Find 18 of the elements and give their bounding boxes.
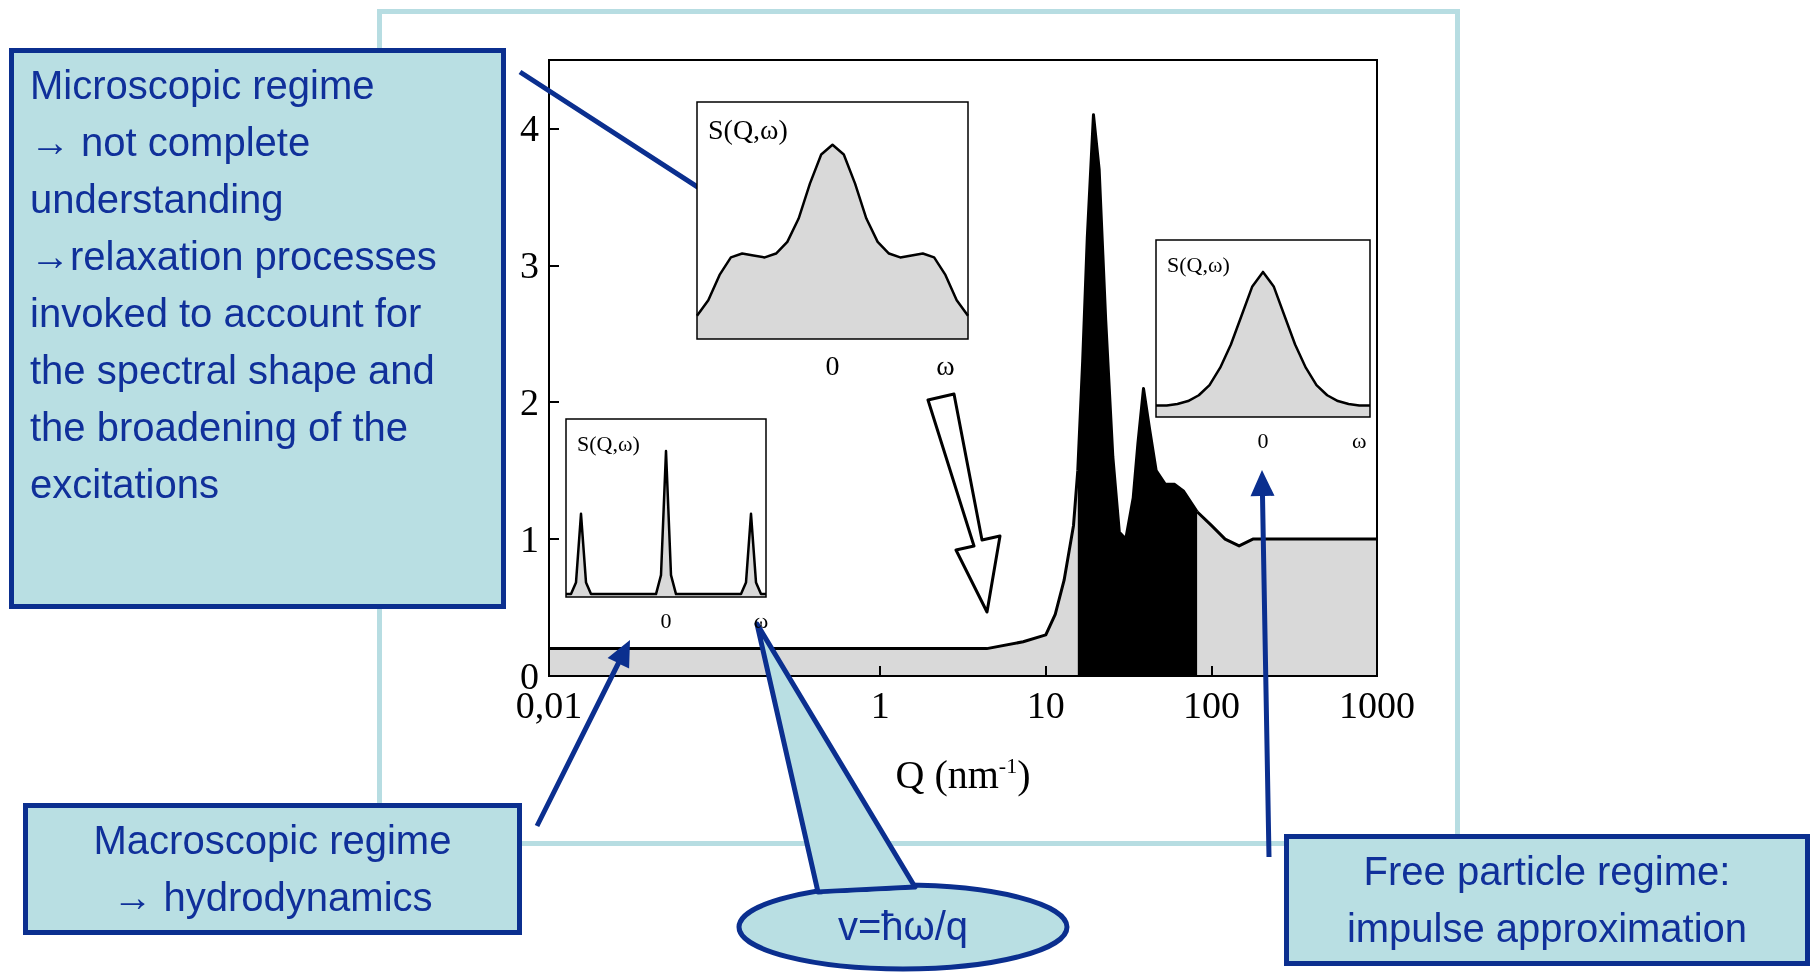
y-axis-title: S(Q,ω) bbox=[1167, 251, 1230, 277]
x-tick-label: ω bbox=[936, 349, 955, 381]
y-tick-label: 2 bbox=[520, 381, 539, 424]
y-tick-label: 1 bbox=[520, 518, 539, 561]
y-tick-label: 3 bbox=[520, 244, 539, 287]
x-tick-label: ω bbox=[753, 607, 769, 633]
x-tick-label: 1 bbox=[870, 684, 890, 726]
x-tick-label: 100 bbox=[1182, 684, 1240, 726]
y-axis-title: S(Q,ω) bbox=[708, 113, 788, 145]
y-tick-label: 4 bbox=[520, 107, 539, 150]
x-tick-label: 1000 bbox=[1339, 684, 1415, 726]
text: Microscopic regime → not complete understanding →relaxation processes invoked to account for the spectral shape and the broadening of the excitations bbox=[9, 48, 506, 609]
text: Free particle regime: impulse approximation bbox=[1284, 834, 1810, 966]
text: v=ħω/q bbox=[836, 903, 970, 950]
y-axis-title: S(Q,ω) bbox=[577, 430, 640, 456]
text: Macroscopic regime → hydrodynamics bbox=[23, 803, 522, 935]
x-tick-label: ω bbox=[1352, 427, 1367, 453]
x-tick-label: 10 bbox=[1026, 684, 1065, 726]
